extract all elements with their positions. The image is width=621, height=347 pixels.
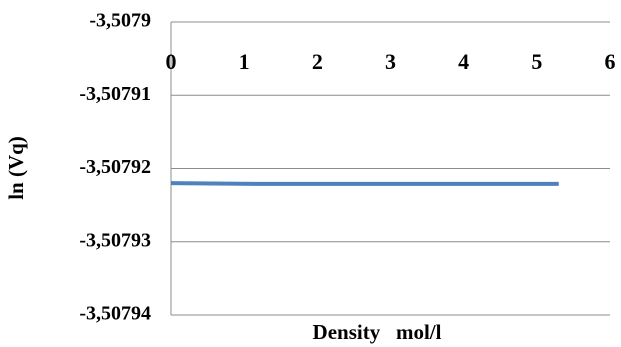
x-tick-label-3: 3 — [385, 49, 396, 74]
y-tick-label-4: -3,50794 — [79, 303, 151, 325]
y-tick-label-2: -3,50792 — [79, 156, 151, 178]
x-tick-label-5: 5 — [531, 49, 542, 74]
x-tick-label-1: 1 — [239, 49, 250, 74]
y-tick-label-3: -3,50793 — [79, 229, 151, 251]
x-axis-title: Density mol/l — [313, 320, 442, 344]
x-tick-label-0: 0 — [166, 49, 177, 74]
x-tick-labels: 0 1 2 3 4 5 6 — [166, 49, 616, 74]
y-tick-label-0: -3,5079 — [89, 10, 151, 32]
y-axis-title: ln (Vq) — [4, 136, 28, 200]
x-tick-label-4: 4 — [458, 49, 469, 74]
series-layer — [170, 181, 559, 186]
y-tick-labels: -3,5079 -3,50791 -3,50792 -3,50793 -3,50794 — [79, 10, 151, 325]
y-tick-label-1: -3,50791 — [79, 83, 151, 105]
x-tick-label-2: 2 — [312, 49, 323, 74]
gridlines — [171, 21, 610, 316]
x-tick-label-6: 6 — [605, 49, 616, 74]
series-line-0 — [170, 181, 559, 186]
